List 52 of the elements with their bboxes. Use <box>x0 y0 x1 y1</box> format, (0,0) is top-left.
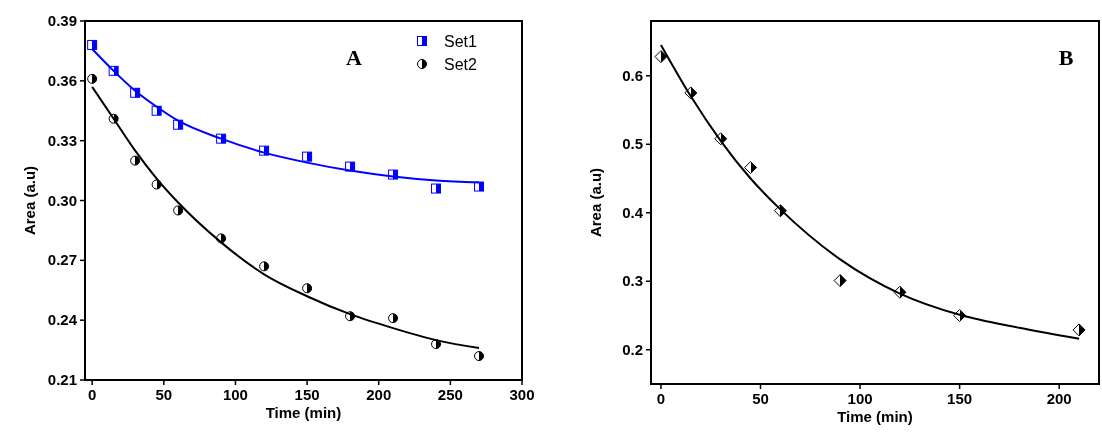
x-tick-label: 200 <box>366 386 392 403</box>
point <box>431 183 442 194</box>
point <box>388 313 399 324</box>
y-tick-label: 0.39 <box>47 12 77 29</box>
x-tick-label: 100 <box>222 386 248 403</box>
line-series <box>91 85 481 350</box>
y-tick-label: 0.2 <box>622 340 643 358</box>
point <box>87 39 98 50</box>
x-axis-title: Time (min) <box>265 404 342 421</box>
point <box>173 205 184 216</box>
y-tick-label: 0.3 <box>622 272 643 290</box>
y-tick-label: 0.27 <box>47 251 77 269</box>
y-axis-title: Area (a.u) <box>587 167 604 238</box>
point <box>654 50 668 64</box>
annotation: B <box>1058 45 1074 70</box>
y-tick-label: 0.33 <box>47 131 77 149</box>
point <box>302 151 313 162</box>
point <box>345 161 356 172</box>
point <box>302 283 313 294</box>
y-axis-title: Area (a.u) <box>21 165 38 236</box>
annotation: A <box>346 45 363 70</box>
legend-label: Set2 <box>444 56 478 73</box>
point <box>388 169 399 180</box>
y-tick-label: 0.5 <box>622 135 643 153</box>
x-tick-label: 50 <box>155 386 173 403</box>
x-tick-label: 250 <box>437 386 463 403</box>
y-tick-label: 0.30 <box>47 191 77 209</box>
y-tick-label: 0.36 <box>47 71 77 89</box>
point <box>151 105 162 116</box>
point <box>1072 323 1086 337</box>
x-tick-label: 100 <box>847 390 873 407</box>
point <box>259 261 270 272</box>
y-tick-label: 0.6 <box>622 66 643 84</box>
point <box>744 161 758 175</box>
x-tick-label: 150 <box>294 386 320 403</box>
point <box>474 181 485 192</box>
x-tick-label: 50 <box>752 390 769 407</box>
y-tick-label: 0.4 <box>622 203 644 221</box>
point <box>87 73 98 84</box>
x-tick-label: 200 <box>1046 390 1072 407</box>
point <box>259 145 270 156</box>
y-tick-label: 0.21 <box>47 371 77 388</box>
point <box>833 274 847 288</box>
point <box>474 351 485 362</box>
x-tick-label: 0 <box>87 386 97 403</box>
point <box>130 155 141 166</box>
legend-label: Set1 <box>444 33 478 50</box>
x-tick-label: 150 <box>947 390 973 407</box>
y-tick-label: 0.24 <box>47 311 78 329</box>
x-tick-label: 0 <box>656 390 666 407</box>
x-tick-label: 300 <box>509 386 535 403</box>
x-axis-title: Time (min) <box>837 408 913 425</box>
